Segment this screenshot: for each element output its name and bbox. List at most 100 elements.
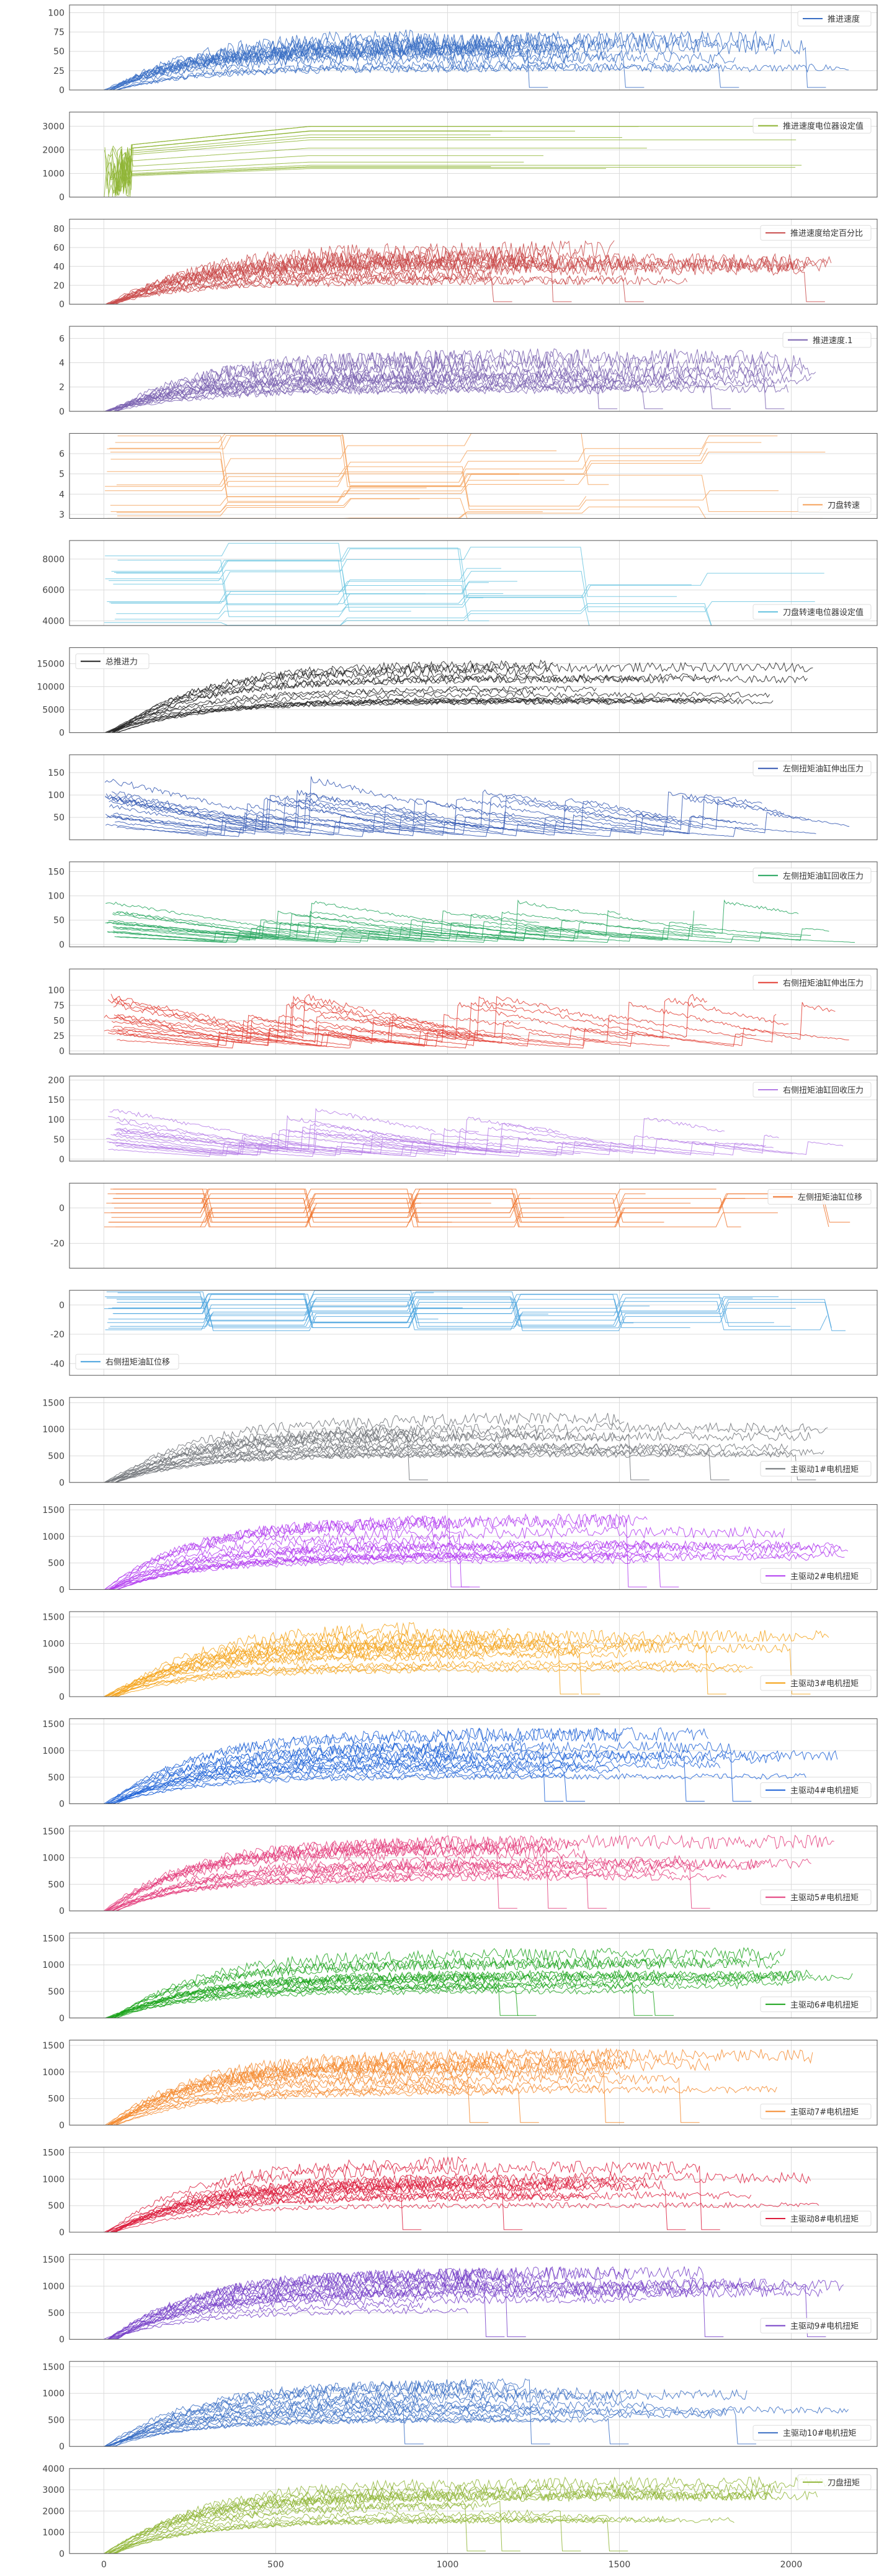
y-tick-label: 8000	[42, 555, 65, 565]
series-line	[113, 811, 850, 834]
series-line	[110, 1773, 806, 1804]
y-tick-label: 1000	[42, 1960, 65, 1970]
y-tick-label: 1000	[42, 2282, 65, 2292]
y-tick-label: 1000	[42, 2389, 65, 2399]
series-group	[104, 126, 802, 197]
legend-box	[760, 1568, 872, 1584]
series-line	[108, 2058, 414, 2125]
y-tick-label: 60	[53, 243, 65, 253]
series-line	[109, 126, 740, 194]
series-line	[104, 1841, 517, 1911]
series-line	[110, 1659, 697, 1697]
series-line	[110, 1027, 849, 1046]
series-line	[113, 1958, 663, 2018]
series-line	[114, 1947, 785, 2018]
series-line	[107, 673, 717, 733]
y-tick-label: 1500	[42, 1720, 65, 1730]
series-line	[117, 498, 420, 516]
y-tick-label: -20	[50, 1330, 65, 1340]
series-line	[114, 2502, 486, 2554]
series-line	[109, 1649, 628, 1697]
y-tick-label: 200	[48, 1075, 65, 1085]
plot-frame	[69, 4, 878, 91]
series-line	[106, 148, 647, 187]
y-tick-label: 1000	[42, 169, 65, 179]
plot-frame	[69, 1075, 878, 1162]
series-group	[104, 2266, 844, 2340]
y-tick-label: 40	[53, 262, 65, 272]
series-line	[109, 799, 677, 831]
legend: 推进速度	[797, 11, 872, 27]
y-tick-label: 1500	[42, 2041, 65, 2051]
series-line	[105, 2058, 710, 2125]
y-tick-label: 500	[48, 1880, 65, 1890]
y-tick-label: 0	[59, 193, 65, 203]
y-tick-label: 0	[59, 2014, 65, 2024]
legend-box	[75, 653, 150, 670]
legend-box	[760, 2210, 872, 2227]
y-tick-label: 50	[53, 47, 65, 57]
series-line	[104, 622, 434, 626]
x-tick-label: 1000	[437, 2560, 459, 2570]
series-line	[109, 1873, 726, 1911]
y-tick-label: 50	[53, 916, 65, 926]
subplot-22: 0 500 1000 1500 主驱动9#电机扭矩	[42, 2254, 878, 2345]
series-line	[112, 1757, 476, 1804]
y-tick-label: 0	[59, 2335, 65, 2345]
series-group	[105, 2047, 813, 2125]
legend-label: 右侧扭矩油缸回收压力	[783, 1085, 864, 1095]
legend-label: 推进速度.1	[813, 336, 852, 346]
legend: 右侧扭矩油缸位移	[75, 1353, 179, 1370]
legend-label: 刀盘转速	[828, 500, 860, 510]
y-tick-label: 6000	[42, 586, 65, 596]
series-line	[110, 1970, 800, 2018]
series-line	[104, 2182, 636, 2232]
series-line	[104, 2295, 646, 2340]
legend: 主驱动3#电机扭矩	[760, 1675, 872, 1691]
series-line	[109, 435, 708, 487]
subplot-6: 4000 6000 8000 刀盘转速电位器设定值	[42, 540, 878, 627]
legend-label: 主驱动5#电机扭矩	[790, 1893, 859, 1903]
series-group	[104, 2378, 849, 2447]
series-line	[105, 578, 484, 617]
series-line	[106, 377, 775, 411]
legend: 推进速度给定百分比	[760, 225, 872, 241]
y-tick-label: 150	[48, 768, 65, 778]
legend-label: 推进速度	[828, 14, 860, 24]
series-line	[115, 134, 491, 191]
legend-label: 主驱动3#电机扭矩	[790, 1679, 859, 1689]
y-tick-label: 75	[53, 28, 65, 38]
legend-box	[767, 1189, 872, 1205]
y-tick-label: 0	[59, 1692, 65, 1702]
series-line	[114, 1198, 829, 1227]
legend: 主驱动6#电机扭矩	[760, 1996, 872, 2013]
y-tick-label: 0	[59, 940, 65, 950]
series-line	[107, 931, 811, 942]
series-line	[112, 130, 502, 197]
series-line	[114, 2515, 676, 2554]
y-tick-label: 1000	[42, 1854, 65, 1864]
series-line	[113, 2201, 819, 2232]
legend-label: 推进速度电位器设定值	[783, 122, 864, 132]
y-tick-label: 100	[48, 986, 65, 996]
y-tick-label: 100	[48, 8, 65, 18]
series-line	[108, 1299, 548, 1329]
series-line	[115, 2379, 479, 2447]
series-line	[117, 560, 489, 606]
series-line	[116, 1982, 653, 2018]
series-line	[110, 2193, 598, 2232]
legend: 刀盘转速	[797, 496, 872, 513]
series-line	[116, 1122, 560, 1151]
series-line	[112, 1862, 519, 1911]
plot-frame	[69, 1611, 878, 1697]
plot-frame	[69, 861, 878, 948]
series-line	[116, 1442, 581, 1483]
series-line	[116, 2088, 539, 2125]
series-line	[105, 44, 576, 90]
plot-frame	[69, 540, 878, 626]
series-line	[115, 1198, 741, 1227]
series-line	[114, 936, 855, 943]
series-line	[117, 1126, 604, 1152]
series-line	[114, 1013, 777, 1043]
y-tick-label: 5	[59, 470, 65, 480]
